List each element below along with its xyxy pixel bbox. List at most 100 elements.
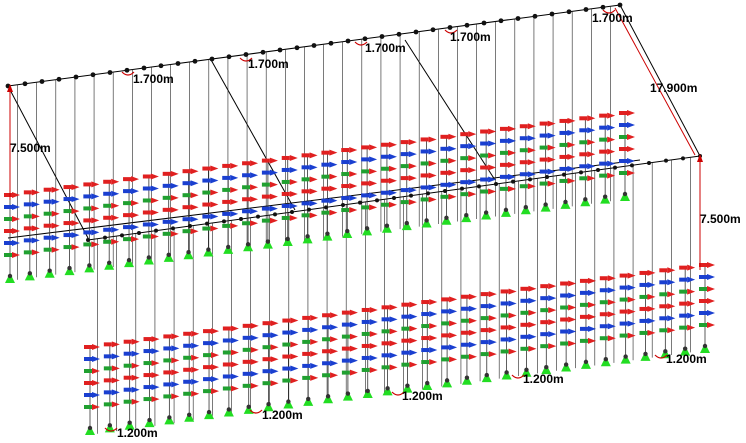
red-arm-marker-icon: [330, 312, 339, 319]
red-arm-marker-icon: [329, 149, 338, 156]
blue-arm-marker-icon: [639, 318, 648, 323]
green-arm-marker-icon: [103, 366, 112, 371]
blue-arm-marker-icon: [103, 390, 112, 395]
node-point: [107, 423, 113, 428]
blue-arm-marker-icon: [488, 303, 497, 310]
blue-arm-marker-icon: [627, 122, 635, 128]
node-point: [175, 61, 181, 66]
blue-arm-marker-icon: [519, 172, 528, 177]
green-arm-marker-icon: [507, 149, 516, 156]
green-arm-marker-icon: [401, 326, 410, 331]
blue-arm-marker-icon: [349, 159, 358, 166]
node-point: [524, 367, 529, 373]
blue-arm-marker-icon: [4, 205, 12, 209]
red-arm-marker-icon: [23, 190, 32, 195]
dimension-label-top-spacing: 1.700m: [248, 57, 289, 71]
dimension-label-right-height: 7.500m: [700, 212, 741, 226]
red-arm-marker-icon: [203, 365, 212, 370]
green-arm-marker-icon: [607, 335, 616, 342]
node-point: [290, 210, 294, 214]
depth-brace: [404, 39, 496, 181]
rack-column: [520, 285, 537, 377]
red-arm-marker-icon: [408, 139, 417, 146]
green-arm-marker-icon: [519, 184, 528, 189]
node-point: [528, 177, 532, 182]
red-arm-marker-icon: [83, 182, 92, 187]
blue-arm-marker-icon: [659, 280, 668, 285]
rack-column: [540, 283, 557, 375]
blue-arm-marker-icon: [4, 241, 12, 245]
dimension-label-right-depth: 17.900m: [650, 81, 697, 95]
blue-arm-marker-icon: [369, 354, 378, 361]
green-arm-marker-icon: [310, 374, 319, 381]
blue-arm-marker-icon: [527, 171, 536, 178]
green-support-base-icon: [402, 386, 413, 393]
blue-arm-marker-icon: [429, 347, 438, 354]
red-arm-marker-icon: [250, 160, 259, 167]
rack-column: [659, 267, 676, 359]
green-support-base-icon: [481, 376, 492, 383]
green-arm-marker-icon: [222, 223, 231, 228]
red-arm-marker-icon: [222, 163, 231, 168]
green-support-base-icon: [183, 253, 194, 260]
node-point: [90, 72, 96, 78]
blue-arm-marker-icon: [527, 135, 536, 142]
green-arm-marker-icon: [401, 362, 410, 367]
blue-arm-marker-icon: [282, 330, 291, 335]
rack-column: [322, 312, 339, 404]
green-support-base-icon: [620, 357, 631, 364]
node-point: [324, 205, 328, 210]
green-arm-marker-icon: [599, 336, 608, 341]
node-point: [226, 54, 232, 60]
dimension-lines-layer: [7, 7, 703, 432]
green-arm-marker-icon: [210, 189, 219, 196]
red-arm-marker-icon: [579, 116, 588, 121]
blue-arm-marker-icon: [619, 123, 627, 127]
blue-arm-marker-icon: [310, 362, 319, 369]
rack-column: [162, 170, 179, 262]
blue-arm-marker-icon: [441, 345, 450, 350]
green-arm-marker-icon: [349, 333, 358, 340]
red-arm-marker-icon: [627, 110, 635, 116]
red-arm-marker-icon: [540, 284, 549, 289]
rack-column: [440, 133, 457, 225]
blue-arm-marker-icon: [123, 225, 132, 230]
blue-arm-marker-icon: [51, 198, 60, 205]
green-arm-marker-icon: [369, 204, 378, 211]
blue-arm-marker-icon: [341, 322, 350, 327]
blue-arm-marker-icon: [428, 184, 437, 191]
rack-column: [261, 157, 278, 249]
rack-column: [83, 181, 100, 273]
blue-arm-marker-icon: [301, 201, 310, 206]
node-point: [600, 4, 606, 10]
red-arm-marker-icon: [162, 207, 171, 212]
red-arm-marker-icon: [707, 262, 715, 268]
node-point: [664, 158, 668, 163]
rack-column: [699, 262, 715, 353]
rack-column: [301, 152, 318, 244]
blue-arm-marker-icon: [250, 208, 259, 215]
green-support-base-icon: [143, 258, 154, 265]
green-arm-marker-icon: [242, 185, 251, 190]
green-arm-marker-icon: [123, 399, 132, 404]
red-arm-marker-icon: [699, 263, 707, 267]
rack-column: [321, 149, 338, 241]
green-arm-marker-icon: [460, 318, 469, 323]
rack-column: [539, 120, 556, 212]
node-point: [328, 40, 334, 46]
blue-arm-marker-icon: [627, 320, 636, 327]
node-point: [682, 346, 688, 351]
red-arm-marker-icon: [183, 331, 192, 336]
green-arm-marker-icon: [23, 214, 32, 219]
red-arm-marker-icon: [361, 181, 370, 186]
red-arm-marker-icon: [131, 374, 140, 381]
node-point: [306, 396, 311, 402]
red-arm-marker-icon: [401, 302, 410, 307]
red-arm-marker-icon: [71, 184, 80, 191]
green-arm-marker-icon: [560, 305, 569, 310]
green-arm-marker-icon: [51, 246, 60, 253]
blue-arm-marker-icon: [528, 297, 537, 304]
red-arm-marker-icon: [191, 330, 200, 337]
blue-arm-marker-icon: [388, 189, 397, 196]
